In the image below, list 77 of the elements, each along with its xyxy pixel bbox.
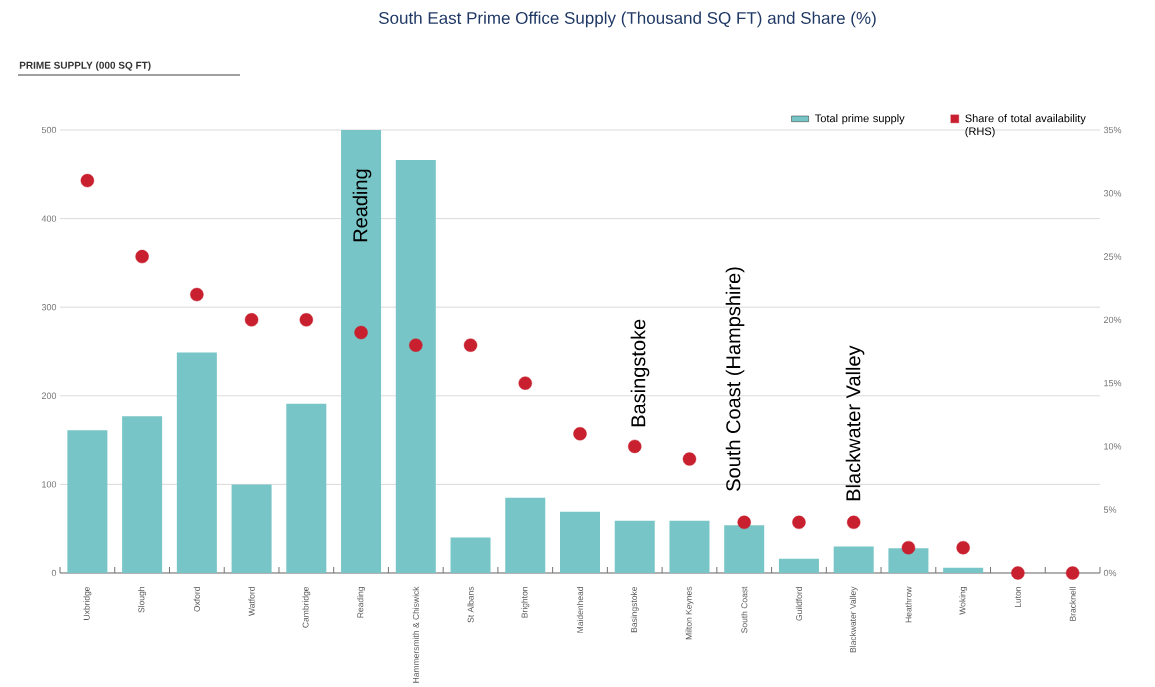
point: [901, 540, 916, 555]
point: [244, 313, 259, 327]
y2-tick-label: 30%: [1103, 190, 1122, 197]
bar: [888, 548, 929, 573]
x-tick-label: Milton Keynes: [685, 586, 694, 640]
annotation: Reading: [352, 169, 372, 242]
bar: [286, 403, 327, 573]
bar: [724, 525, 765, 573]
x-tick-label: Maidenhead: [576, 587, 584, 633]
x-tick-label: Slough: [138, 587, 147, 613]
bar: [122, 416, 163, 573]
x-tick-label: Heathrow: [905, 586, 912, 623]
bar: [943, 567, 984, 573]
bar: [176, 352, 217, 573]
bar: [669, 520, 710, 573]
point: [518, 376, 532, 390]
x-tick-label: Bracknell: [1069, 587, 1076, 621]
point: [135, 249, 149, 264]
bar: [341, 130, 382, 573]
bar: [833, 546, 874, 573]
x-tick-label: St Albans: [467, 586, 474, 623]
x-tick-label: Hammersmith & Chiswick: [412, 586, 419, 683]
legend-label: Share of total availability (RHS): [965, 114, 1086, 138]
y-tick-label: 200: [41, 392, 57, 399]
point: [80, 173, 95, 188]
x-tick-label: Luton: [1014, 587, 1021, 608]
x-tick-label: Basingstoke: [630, 586, 639, 633]
point: [573, 427, 587, 441]
point: [190, 287, 204, 302]
y2-tick-label: 10%: [1104, 443, 1122, 450]
y-tick-label: 0: [51, 569, 57, 577]
point: [463, 338, 478, 352]
bar: [231, 484, 272, 573]
x-tick-label: Brighton: [521, 587, 530, 618]
x-tick-label: Oxford: [193, 587, 200, 612]
y2-tick-label: 20%: [1103, 316, 1122, 324]
y2-tick-label: 25%: [1103, 253, 1122, 260]
point: [737, 515, 751, 530]
annotation: Blackwater Valley: [845, 345, 865, 501]
x-tick-label: Woking: [959, 587, 968, 615]
point: [1065, 566, 1080, 580]
y-tick-label: 300: [41, 304, 57, 311]
x-tick-label: Uxbridge: [83, 586, 92, 620]
bar: [67, 430, 108, 573]
x-tick-label: Blackwater Valley: [849, 586, 858, 653]
bar: [395, 160, 436, 573]
bar: [560, 511, 601, 573]
y2-tick-label: 15%: [1104, 379, 1122, 387]
point: [846, 515, 861, 530]
point: [792, 515, 806, 530]
point: [628, 439, 642, 454]
y2-tick-label: 35%: [1103, 126, 1122, 134]
point: [1011, 566, 1025, 580]
y2-tick-label: 0%: [1103, 569, 1117, 577]
text: PRIME SUPPLY (000 SQ FT): [19, 61, 151, 71]
point: [682, 452, 697, 466]
point: [299, 313, 314, 327]
y2-tick-label: 5%: [1103, 506, 1117, 513]
legend-label: Total prime supply: [815, 114, 905, 125]
y-tick-label: 400: [41, 215, 57, 222]
x-tick-label: Guildford: [795, 587, 803, 621]
bar: [778, 558, 819, 573]
x-tick-label: Reading: [357, 587, 366, 618]
chart-title: South East Prime Office Supply (Thousand SQ FT) and Share (%): [378, 11, 876, 28]
point: [409, 338, 423, 352]
y-tick-label: 500: [41, 126, 57, 134]
y-tick-label: 100: [42, 481, 57, 488]
point: [956, 540, 970, 555]
x-tick-label: South Coast: [741, 586, 748, 633]
x-tick-label: Cambridge: [302, 586, 311, 628]
point: [354, 325, 368, 340]
bar: [614, 520, 655, 573]
bar: [450, 537, 491, 573]
x-tick-label: Watford: [248, 587, 255, 616]
annotation: Basingstoke: [630, 319, 650, 427]
bar: [505, 497, 546, 573]
annotation: South Coast (Hampshire): [725, 267, 745, 491]
